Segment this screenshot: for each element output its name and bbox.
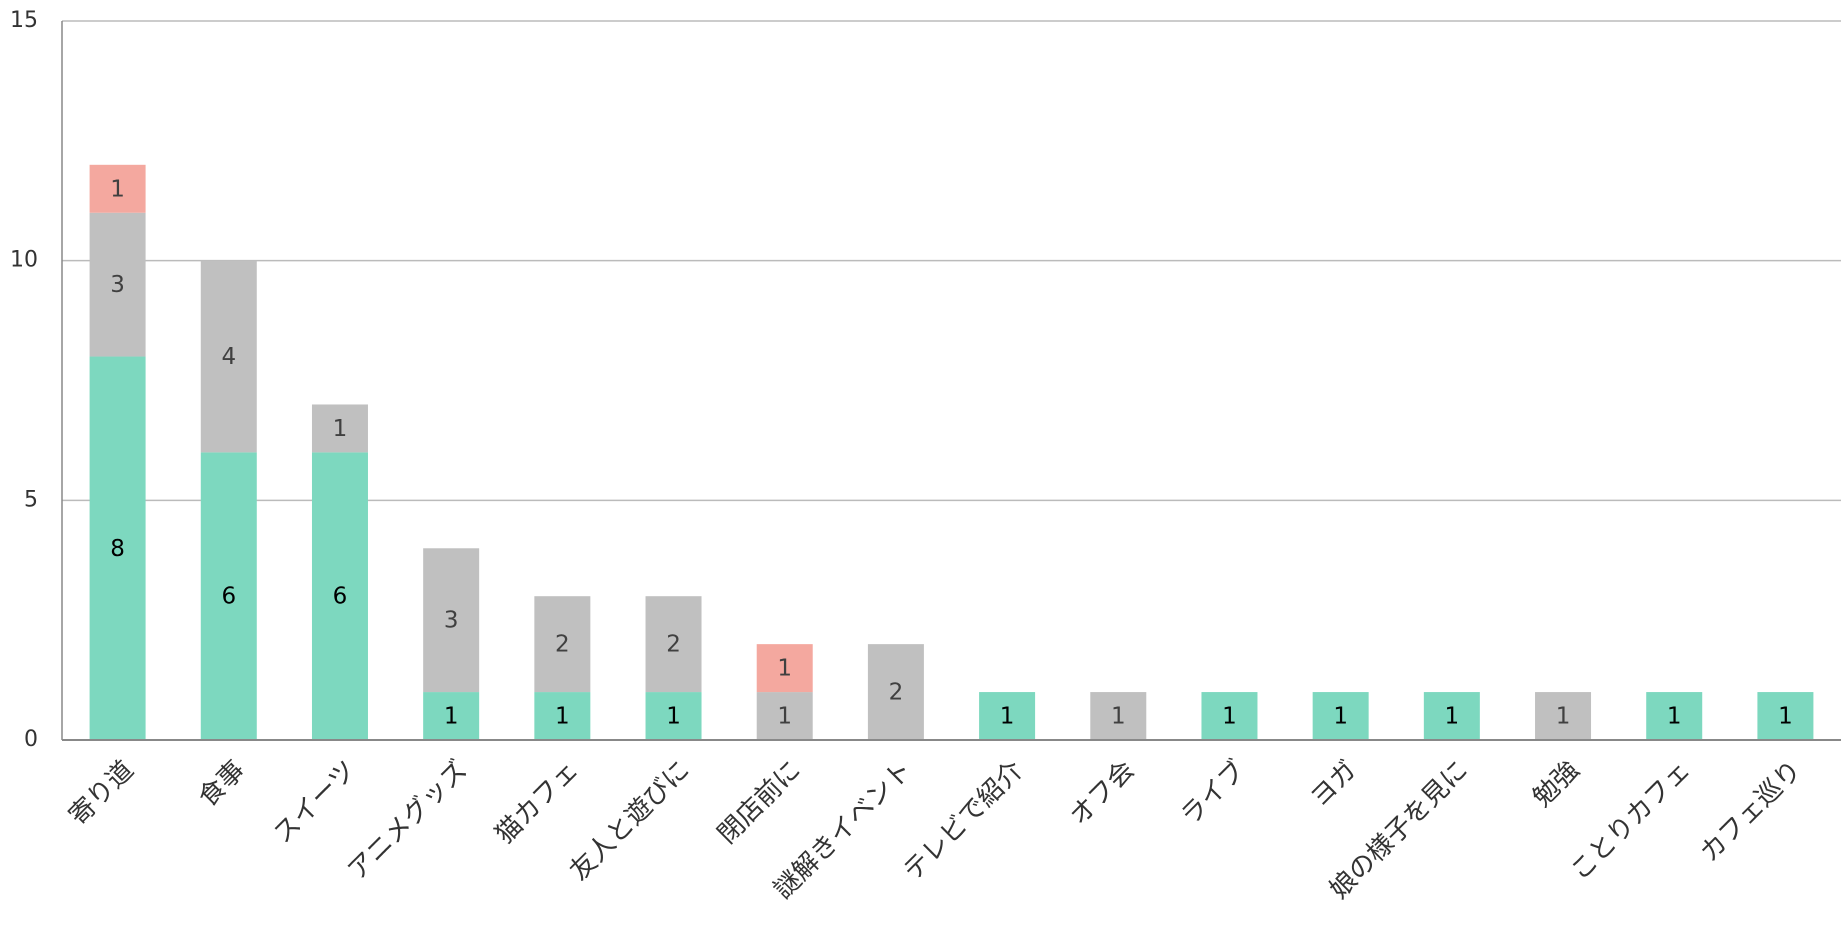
data-label: 1 xyxy=(1778,704,1793,730)
x-tick-label: 閉店前に xyxy=(712,755,807,850)
bar-segment xyxy=(423,692,480,740)
data-label: 1 xyxy=(444,704,459,730)
data-label: 2 xyxy=(555,632,570,658)
x-tick-label: カフェ巡り xyxy=(1695,755,1808,868)
bar-segment xyxy=(200,452,257,740)
data-label: 1 xyxy=(666,704,681,730)
y-tick-label: 0 xyxy=(24,727,38,752)
data-label: 3 xyxy=(444,608,459,634)
x-tick-label: 寄り道 xyxy=(63,755,139,831)
data-label: 1 xyxy=(1333,704,1348,730)
x-tick-label: 勉強 xyxy=(1527,755,1585,813)
bar-segment xyxy=(756,644,813,693)
x-tick-label: 猫カフェ xyxy=(490,755,585,850)
data-label: 8 xyxy=(110,536,125,562)
x-tick-label: 友人と遊びに xyxy=(564,755,696,887)
x-tick-label: オフ会 xyxy=(1064,755,1140,831)
bar-segment xyxy=(89,212,146,357)
data-label: 6 xyxy=(221,584,236,610)
data-label: 1 xyxy=(1556,704,1571,730)
data-label: 1 xyxy=(1111,704,1126,730)
data-label: 1 xyxy=(1667,704,1682,730)
bar-segment xyxy=(645,692,702,740)
x-tick-label: ライブ xyxy=(1175,755,1251,831)
y-tick-label: 5 xyxy=(24,487,38,512)
bar-segment xyxy=(1312,692,1369,740)
bar-segment xyxy=(1646,692,1703,740)
bar-segment xyxy=(1201,692,1258,740)
data-label: 1 xyxy=(1222,704,1237,730)
bar-segment xyxy=(979,692,1036,740)
bar-segment xyxy=(1423,692,1480,740)
data-label: 1 xyxy=(555,704,570,730)
bar-segment xyxy=(645,596,702,693)
bar-segment xyxy=(867,644,924,740)
data-label: 1 xyxy=(777,704,792,730)
bar-segment xyxy=(311,452,368,740)
data-label: 1 xyxy=(110,176,125,202)
data-label: 4 xyxy=(221,344,236,370)
x-tick-label: テレビで紹介 xyxy=(898,755,1030,887)
data-label: 1 xyxy=(333,416,348,442)
y-tick-label: 10 xyxy=(10,248,38,273)
bar-segment xyxy=(200,260,257,453)
bar-segment xyxy=(89,164,146,213)
data-label: 1 xyxy=(1445,704,1460,730)
data-label: 3 xyxy=(110,272,125,298)
bar-segment xyxy=(1757,692,1814,740)
x-tick-label: ことりカフェ xyxy=(1565,755,1697,887)
bar-segment xyxy=(311,404,368,453)
bar-segment xyxy=(89,356,146,740)
bar-segment xyxy=(1535,692,1592,740)
bar-segment xyxy=(756,692,813,740)
x-tick-label: 食事 xyxy=(193,755,251,813)
bar-segment xyxy=(423,548,480,693)
data-label: 2 xyxy=(889,680,904,706)
bar-segment xyxy=(534,692,591,740)
data-label: 6 xyxy=(333,584,348,610)
x-tick-label: ヨガ xyxy=(1305,755,1363,813)
y-tick-label: 15 xyxy=(10,8,38,33)
x-tick-label: スイーツ xyxy=(268,755,362,849)
bar-segment xyxy=(1090,692,1147,740)
data-label: 1 xyxy=(1000,704,1015,730)
data-label: 1 xyxy=(777,656,792,682)
bar-segment xyxy=(534,596,591,693)
x-tick-label: アニメグッズ xyxy=(342,755,473,886)
data-label: 2 xyxy=(666,632,681,658)
